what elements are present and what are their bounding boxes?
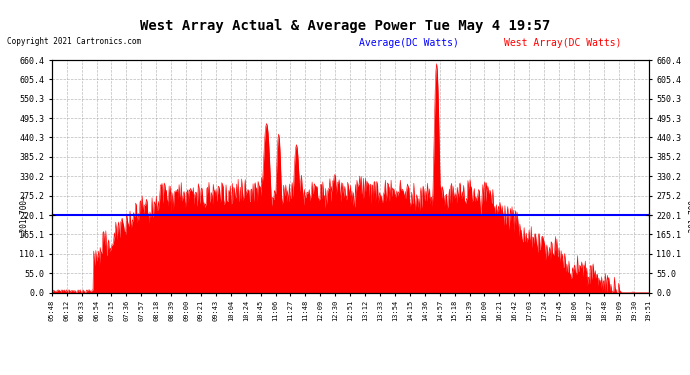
Text: West Array Actual & Average Power Tue May 4 19:57: West Array Actual & Average Power Tue Ma… (140, 19, 550, 33)
Text: ←201,700→: ←201,700→ (689, 194, 690, 236)
Text: West Array(DC Watts): West Array(DC Watts) (504, 38, 621, 48)
Text: Copyright 2021 Cartronics.com: Copyright 2021 Cartronics.com (7, 38, 141, 46)
Text: Average(DC Watts): Average(DC Watts) (359, 38, 459, 48)
Text: ←201,700→: ←201,700→ (19, 194, 29, 236)
